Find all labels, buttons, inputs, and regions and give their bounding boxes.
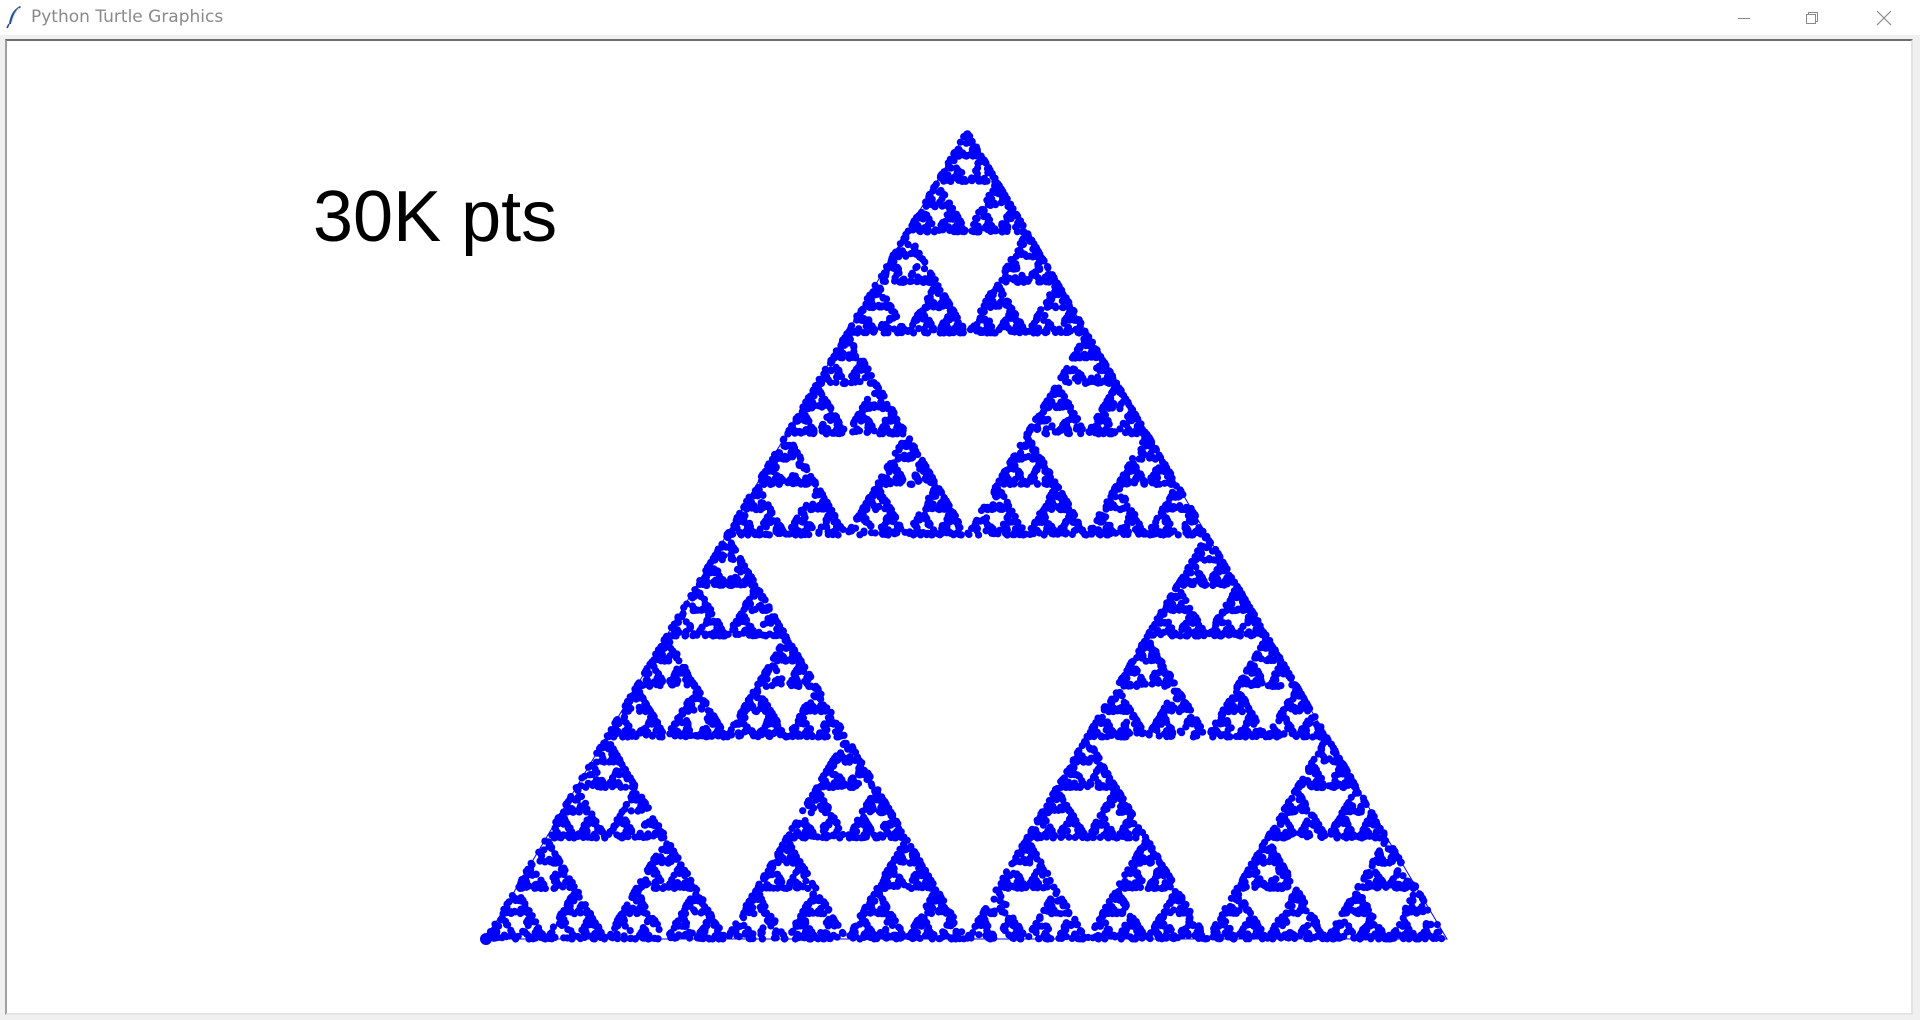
sierpinski-triangle bbox=[480, 130, 1448, 945]
close-button[interactable] bbox=[1850, 0, 1918, 35]
close-icon bbox=[1876, 10, 1892, 25]
fractal-points bbox=[483, 130, 1446, 943]
restore-icon bbox=[1806, 11, 1818, 24]
restore-button[interactable] bbox=[1778, 0, 1846, 35]
minimize-icon bbox=[1738, 17, 1750, 19]
minimize-button[interactable] bbox=[1710, 0, 1778, 35]
turtle-canvas[interactable]: 30K pts bbox=[5, 39, 1913, 1015]
point-count-label: 30K pts bbox=[313, 177, 558, 257]
window-title: Python Turtle Graphics bbox=[31, 7, 224, 27]
feather-icon bbox=[6, 6, 21, 29]
turtle-start-dot bbox=[480, 933, 492, 945]
title-bar[interactable]: Python Turtle Graphics bbox=[0, 0, 1920, 35]
